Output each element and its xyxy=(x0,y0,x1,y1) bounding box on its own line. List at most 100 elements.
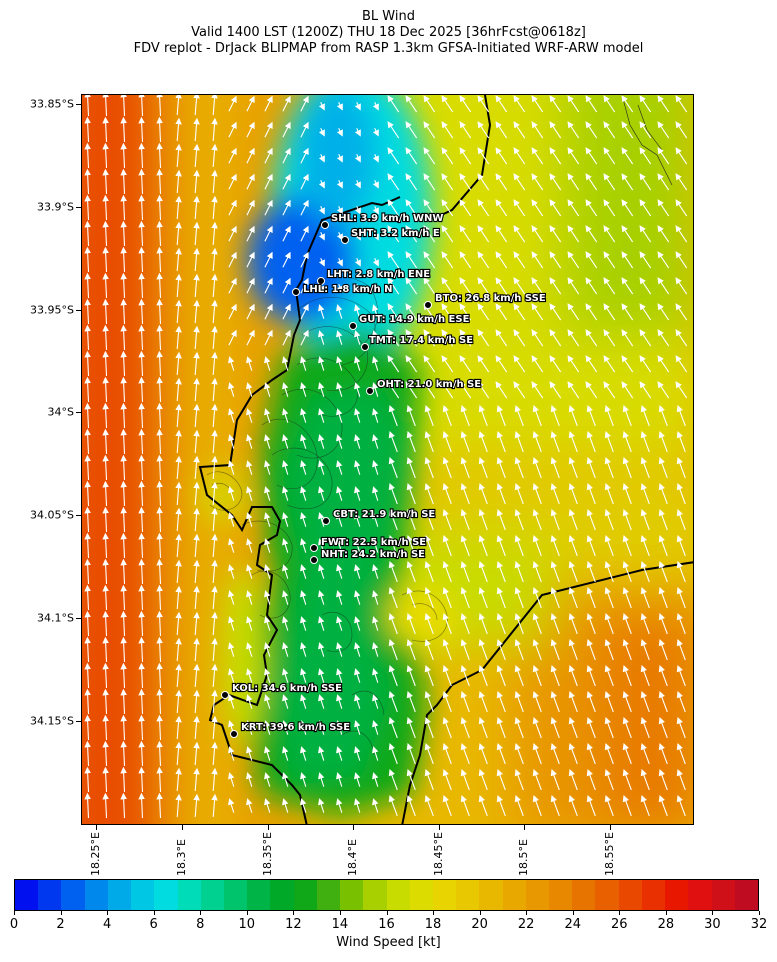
wind-arrow xyxy=(405,355,418,373)
wind-arrow xyxy=(586,535,596,557)
wind-arrow xyxy=(156,662,163,689)
station-label: LHL: 1.8 km/h N xyxy=(303,284,392,295)
wind-arrow xyxy=(193,221,200,246)
wind-arrow xyxy=(264,356,271,371)
wind-arrow xyxy=(567,277,580,295)
wind-arrow xyxy=(406,743,416,765)
wind-arrow xyxy=(264,95,273,112)
wind-arrow xyxy=(442,483,452,505)
station-marker[interactable] xyxy=(317,277,325,285)
wind-arrow xyxy=(336,154,343,163)
wind-arrow xyxy=(621,199,634,217)
wind-arrow xyxy=(84,428,91,455)
station-marker[interactable] xyxy=(349,322,357,330)
wind-arrow xyxy=(639,121,652,139)
wind-arrow xyxy=(585,199,598,217)
station-marker[interactable] xyxy=(230,730,238,738)
wind-arrow xyxy=(372,720,379,735)
wind-arrow xyxy=(586,769,596,791)
wind-arrow xyxy=(405,95,418,113)
wind-arrow xyxy=(354,154,361,163)
wind-arrow xyxy=(478,431,488,453)
wind-arrow xyxy=(228,95,237,112)
wind-arrow xyxy=(514,587,524,609)
wind-arrow xyxy=(102,142,109,169)
wind-arrow xyxy=(246,147,255,164)
wind-arrow xyxy=(282,746,289,761)
wind-arrow xyxy=(658,535,668,557)
wind-arrow xyxy=(156,402,163,429)
wind-arrow xyxy=(336,382,343,397)
wind-arrow xyxy=(513,251,526,269)
wind-arrow xyxy=(193,429,200,454)
wind-arrow xyxy=(211,455,218,480)
colorbar-swatch xyxy=(15,880,39,910)
wind-arrow xyxy=(675,329,688,347)
station-marker[interactable] xyxy=(366,387,374,395)
wind-arrow xyxy=(496,405,506,427)
wind-arrow xyxy=(477,225,490,243)
wind-arrow xyxy=(246,95,255,112)
wind-arrow xyxy=(405,381,418,399)
colorbar-swatch xyxy=(270,880,294,910)
station-marker[interactable] xyxy=(361,343,369,351)
wind-arrow xyxy=(460,405,470,427)
wind-arrow xyxy=(102,532,109,559)
wind-arrow xyxy=(282,225,291,242)
wind-arrow xyxy=(586,665,596,687)
station-marker[interactable] xyxy=(310,544,318,552)
lon-tick-label: 18.5°E xyxy=(517,839,530,876)
wind-arrow xyxy=(405,303,418,321)
wind-arrow xyxy=(387,199,400,217)
station-marker[interactable] xyxy=(292,288,300,296)
wind-arrow xyxy=(388,795,398,817)
wind-arrow xyxy=(354,232,361,241)
wind-arrows xyxy=(84,95,688,819)
wind-arrow xyxy=(586,509,596,531)
lat-tick xyxy=(76,515,81,516)
wind-arrow xyxy=(336,564,343,579)
wind-arrow xyxy=(423,95,436,113)
lon-tick-label: 18.4°E xyxy=(346,839,359,876)
wind-arrow xyxy=(514,769,524,791)
wind-arrow xyxy=(120,766,127,793)
wind-arrow xyxy=(496,769,506,791)
station-label: LHT: 2.8 km/h ENE xyxy=(327,269,430,280)
station-marker[interactable] xyxy=(341,236,349,244)
wind-arrow xyxy=(138,506,145,533)
wind-map[interactable]: SHL: 3.9 km/h WNW SHT: 3.2 km/h E LHT: 2.8… xyxy=(81,94,694,825)
station-marker[interactable] xyxy=(322,517,330,525)
wind-arrow xyxy=(550,717,560,739)
station-marker[interactable] xyxy=(321,221,329,229)
wind-arrow xyxy=(336,434,343,449)
station-marker[interactable] xyxy=(424,301,432,309)
wind-arrow xyxy=(228,199,237,216)
colorbar-swatch xyxy=(572,880,596,910)
wind-arrow xyxy=(388,639,398,661)
station-marker[interactable] xyxy=(310,556,318,564)
wind-arrow xyxy=(282,772,289,787)
wind-arrow xyxy=(531,355,544,373)
wind-arrow xyxy=(318,694,325,709)
wind-arrow xyxy=(156,168,163,195)
wind-arrow xyxy=(246,616,253,631)
wind-arrow xyxy=(336,408,343,423)
wind-arrow xyxy=(318,128,325,137)
wind-arrow xyxy=(585,303,598,321)
lat-tick-label: 34°S xyxy=(47,405,74,419)
wind-arrow xyxy=(300,642,307,657)
wind-arrow xyxy=(246,121,255,138)
wind-arrow xyxy=(514,483,524,505)
station-marker[interactable] xyxy=(221,691,229,699)
wind-arrow xyxy=(405,173,418,191)
wind-arrow xyxy=(84,376,91,403)
wind-arrow xyxy=(175,325,182,350)
wind-arrow xyxy=(406,691,416,713)
wind-arrow xyxy=(586,431,596,453)
wind-arrow xyxy=(120,506,127,533)
colorbar-tick-label: 16 xyxy=(378,917,395,932)
wind-arrow xyxy=(211,195,218,220)
wind-arrow xyxy=(354,330,361,345)
wind-arrow xyxy=(282,538,289,553)
wind-arrow xyxy=(496,717,506,739)
